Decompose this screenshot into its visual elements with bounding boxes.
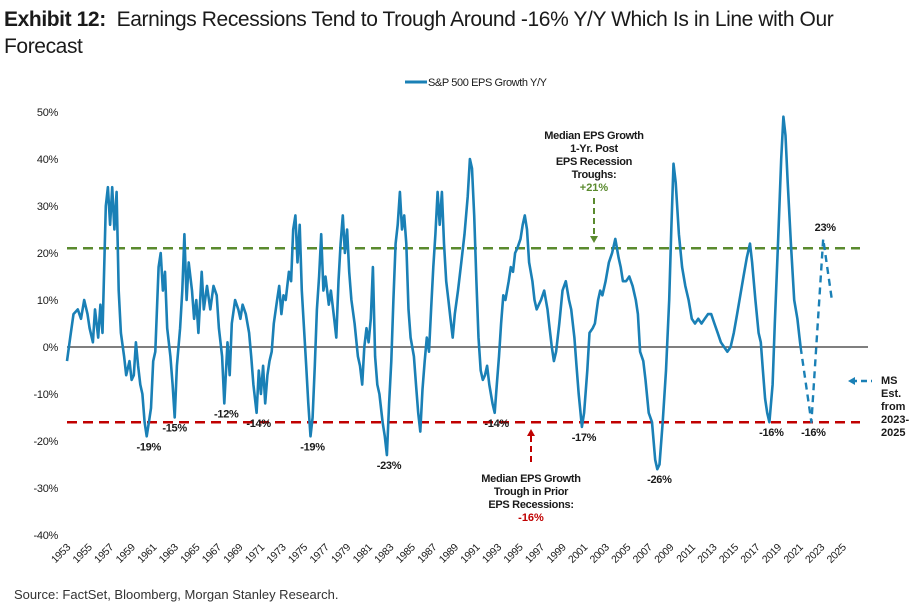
trough-label: -23% <box>377 460 402 472</box>
chart-title: Exhibit 12: Earnings Recessions Tend to … <box>4 6 909 60</box>
callout-trough-value: -16% <box>518 512 544 524</box>
x-tick-label: 2003 <box>588 541 612 565</box>
callout-trough-text: EPS Recessions: <box>488 499 573 511</box>
x-tick-label: 1989 <box>437 541 461 565</box>
x-tick-label: 1971 <box>243 541 267 565</box>
x-tick-label: 1985 <box>394 541 418 565</box>
series <box>65 115 834 471</box>
trough-label: 23% <box>815 222 837 234</box>
x-tick-label: 1979 <box>329 541 353 565</box>
callout-forecast-text: 2025 <box>881 427 905 439</box>
title-text: Earnings Recessions Tend to Trough Aroun… <box>4 8 834 58</box>
x-tick-label: 1957 <box>92 541 116 565</box>
x-tick-label: 2021 <box>781 541 805 565</box>
x-tick-label: 2011 <box>674 541 698 565</box>
x-tick-label: 1975 <box>286 541 310 565</box>
x-tick-label: 1967 <box>200 541 224 565</box>
x-tick-label: 1973 <box>264 541 288 565</box>
y-axis: 50% 40% 30% 20% 10% 0% -10% -20% -30% -40% <box>34 107 59 542</box>
arrowhead-down-icon <box>590 236 598 243</box>
y-tick-label: -20% <box>34 436 59 448</box>
x-tick-label: 2019 <box>760 541 784 565</box>
arrowhead-up-icon <box>527 429 535 436</box>
x-tick-label: 1997 <box>523 541 547 565</box>
x-tick-label: 1959 <box>114 541 138 565</box>
x-tick-label: 2005 <box>609 541 633 565</box>
x-tick-label: 2007 <box>631 541 655 565</box>
trough-label: -19% <box>136 441 161 453</box>
trough-label: -16% <box>759 427 784 439</box>
x-tick-label: 2017 <box>738 541 762 565</box>
callout-forecast-text: Est. <box>881 388 901 400</box>
trough-label: -15% <box>162 423 187 435</box>
x-tick-label: 1961 <box>135 541 159 565</box>
callout-trough-text: Trough in Prior <box>494 486 569 498</box>
callout-post-trough-value: +21% <box>580 182 609 194</box>
x-tick-label: 2009 <box>652 541 676 565</box>
trough-label: -19% <box>300 441 325 453</box>
trough-label: -26% <box>647 474 672 486</box>
callout-forecast-text: from <box>881 401 906 413</box>
x-tick-label: 1981 <box>351 541 375 565</box>
x-tick-label: 1983 <box>372 541 396 565</box>
x-tick-label: 1991 <box>458 541 482 565</box>
annotations: -19%-15%-12%-14%-19%-23%-14%-17%-26%-16%… <box>136 222 836 486</box>
x-tick-label: 2013 <box>695 541 719 565</box>
y-tick-label: -10% <box>34 389 59 401</box>
y-tick-label: 50% <box>37 107 59 119</box>
trough-label: -14% <box>246 418 271 430</box>
callout-forecast-text: MS <box>881 375 898 387</box>
y-tick-label: -40% <box>34 530 59 542</box>
x-tick-label: 2023 <box>803 541 827 565</box>
callout-post-trough-text: Troughs: <box>572 169 617 181</box>
x-tick-label: 2001 <box>566 541 590 565</box>
x-axis: 1953195519571959196119631965196719691971… <box>49 541 849 565</box>
x-tick-label: 1993 <box>480 541 504 565</box>
trough-label: -16% <box>801 427 826 439</box>
y-tick-label: -30% <box>34 483 59 495</box>
x-tick-label: 1977 <box>308 541 332 565</box>
x-tick-label: 1987 <box>415 541 439 565</box>
callout-post-trough-text: 1-Yr. Post <box>570 143 618 155</box>
callout-forecast-text: 2023- <box>881 414 909 426</box>
x-tick-label: 1965 <box>178 541 202 565</box>
y-tick-label: 10% <box>37 295 59 307</box>
x-tick-label: 1953 <box>49 541 73 565</box>
trough-label: -14% <box>484 418 509 430</box>
y-tick-label: 30% <box>37 201 59 213</box>
x-tick-label: 2025 <box>825 541 849 565</box>
x-tick-label: 1969 <box>221 541 245 565</box>
series-line-eps-growth <box>65 115 802 471</box>
y-tick-label: 40% <box>37 154 59 166</box>
y-tick-label: 0% <box>43 342 59 354</box>
y-tick-label: 20% <box>37 248 59 260</box>
x-tick-label: 1995 <box>501 541 525 565</box>
legend: S&P 500 EPS Growth Y/Y <box>405 77 548 89</box>
x-tick-label: 2015 <box>717 541 741 565</box>
x-tick-label: 1963 <box>157 541 181 565</box>
legend-label: S&P 500 EPS Growth Y/Y <box>428 77 548 89</box>
callout-post-trough-text: Median EPS Growth <box>544 130 644 142</box>
callout-trough-text: Median EPS Growth <box>481 473 581 485</box>
trough-label: -17% <box>572 432 597 444</box>
callout-post-trough-text: EPS Recession <box>556 156 633 168</box>
reference-lines <box>67 247 868 424</box>
x-tick-label: 1999 <box>544 541 568 565</box>
exhibit-label: Exhibit 12: <box>4 8 106 31</box>
trough-label: -12% <box>214 408 239 420</box>
series-line-ms-estimate <box>799 237 834 424</box>
source-note: Source: FactSet, Bloomberg, Morgan Stanl… <box>14 587 339 602</box>
x-tick-label: 1955 <box>71 541 95 565</box>
arrowhead-left-icon <box>848 377 855 385</box>
